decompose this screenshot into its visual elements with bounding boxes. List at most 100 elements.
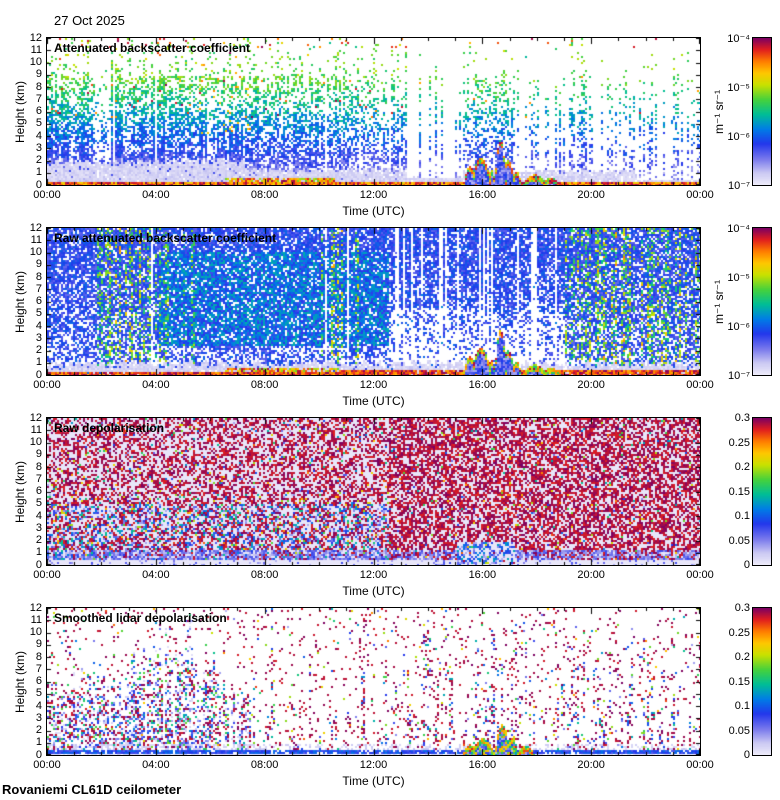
colorbar (752, 607, 772, 756)
y-tick-label: 5 (35, 687, 42, 700)
colorbar-tick-label: 0.2 (734, 651, 750, 663)
y-tick-label: 4 (35, 319, 42, 332)
y-tick-label: 3 (35, 141, 42, 154)
x-tick-label: 00:00 (33, 189, 61, 201)
colorbar-tick-label: 0.2 (734, 461, 750, 473)
y-tick-label: 3 (35, 521, 42, 534)
x-axis-label: Time (UTC) (342, 204, 405, 218)
x-tick-label: 20:00 (577, 379, 605, 391)
x-axis-label: Time (UTC) (342, 584, 405, 598)
panel-title: Smoothed lidar depolarisation (54, 611, 227, 625)
y-tick-label: 8 (35, 270, 42, 283)
x-tick-label: 12:00 (359, 189, 388, 201)
y-tick-label: 5 (35, 307, 42, 320)
y-tick-label: 1 (35, 736, 42, 749)
x-tick-label: 00:00 (33, 759, 61, 771)
y-tick-label: 10 (29, 56, 42, 68)
y-tick-label: 9 (35, 638, 42, 651)
x-tick-label: 16:00 (468, 569, 497, 581)
y-tick-label: 0 (35, 368, 42, 381)
x-tick-label: 00:00 (33, 569, 61, 581)
colorbar (752, 417, 772, 566)
colorbar-tick-label: 0.05 (728, 534, 750, 547)
colorbar-tick-label: 0.15 (728, 485, 750, 498)
colorbar-tick-label: 10⁻⁷ (727, 370, 750, 382)
x-tick-label: 12:00 (359, 759, 388, 771)
x-tick-label: 20:00 (577, 759, 605, 771)
x-tick-label: 12:00 (359, 379, 388, 391)
panel-title: Raw depolarisation (54, 421, 165, 435)
y-tick-label: 6 (35, 675, 42, 687)
x-tick-label: 00:00 (686, 189, 714, 201)
heatmap-canvas (46, 607, 701, 756)
y-tick-label: 7 (35, 92, 42, 105)
y-tick-label: 11 (30, 233, 42, 246)
y-tick-label: 9 (35, 258, 42, 271)
y-tick-label: 1 (35, 166, 42, 179)
x-tick-label: 04:00 (142, 379, 170, 391)
y-tick-label: 11 (30, 43, 42, 56)
colorbar-tick-label: 0 (743, 559, 750, 571)
y-tick-label: 12 (29, 411, 42, 424)
y-tick-label: 8 (35, 650, 42, 663)
colorbar-tick-label: 10⁻⁶ (727, 131, 750, 143)
y-tick-label: 2 (35, 154, 42, 166)
x-tick-label: 16:00 (468, 759, 497, 771)
x-tick-label: 16:00 (468, 379, 497, 391)
colorbar-tick-label: 0.25 (728, 436, 750, 449)
y-tick-label: 1 (35, 356, 42, 369)
y-tick-label: 0 (35, 558, 42, 571)
colorbar-tick-label: 10⁻⁵ (727, 272, 750, 284)
y-tick-label: 10 (29, 246, 42, 258)
instrument-label: Rovaniemi CL61D ceilometer (2, 782, 182, 797)
colorbar-tick-label: 10⁻⁶ (727, 321, 750, 333)
heatmap-canvas (46, 417, 701, 566)
x-axis-label: Time (UTC) (342, 394, 405, 408)
y-tick-label: 4 (35, 129, 42, 142)
x-tick-label: 08:00 (250, 759, 279, 771)
x-tick-label: 16:00 (468, 189, 497, 201)
y-tick-label: 9 (35, 448, 42, 461)
colorbar-tick-label: 0.3 (734, 412, 750, 424)
colorbar (752, 227, 772, 376)
y-tick-label: 3 (35, 331, 42, 344)
colorbar-tick-label: 0.15 (728, 675, 750, 688)
y-tick-label: 9 (35, 68, 42, 81)
colorbar-tick-label: 0.25 (728, 626, 750, 639)
y-tick-label: 11 (30, 613, 42, 626)
colorbar-tick-label: 10⁻⁴ (727, 223, 750, 235)
colorbar-tick-label: 0.05 (728, 724, 750, 737)
y-tick-label: 7 (35, 282, 42, 295)
x-tick-label: 08:00 (250, 189, 279, 201)
x-tick-label: 00:00 (33, 379, 61, 391)
colorbar-tick-label: 10⁻⁵ (727, 82, 750, 94)
y-tick-label: 6 (35, 485, 42, 497)
x-tick-label: 08:00 (250, 379, 279, 391)
y-tick-label: 0 (35, 748, 42, 761)
y-tick-label: 12 (29, 221, 42, 234)
y-tick-label: 3 (35, 711, 42, 724)
y-tick-label: 12 (29, 601, 42, 614)
x-tick-label: 20:00 (577, 569, 605, 581)
panel-title: Attenuated backscatter coefficient (54, 41, 251, 55)
y-tick-label: 10 (29, 626, 42, 638)
x-tick-label: 00:00 (686, 569, 714, 581)
x-tick-label: 12:00 (359, 569, 388, 581)
x-tick-label: 04:00 (142, 189, 170, 201)
y-tick-label: 8 (35, 80, 42, 93)
x-tick-label: 04:00 (142, 759, 170, 771)
y-tick-label: 12 (29, 31, 42, 44)
colorbar-tick-label: 0 (743, 749, 750, 761)
y-tick-label: 5 (35, 117, 42, 130)
y-tick-label: 2 (35, 724, 42, 736)
x-axis-label: Time (UTC) (342, 774, 405, 788)
y-tick-label: 6 (35, 295, 42, 307)
heatmap-canvas (46, 37, 701, 186)
colorbar-tick-label: 0.3 (734, 602, 750, 614)
y-tick-label: 4 (35, 509, 42, 522)
y-tick-label: 8 (35, 460, 42, 473)
y-tick-label: 10 (29, 436, 42, 448)
x-tick-label: 00:00 (686, 379, 714, 391)
y-tick-label: 1 (35, 546, 42, 559)
